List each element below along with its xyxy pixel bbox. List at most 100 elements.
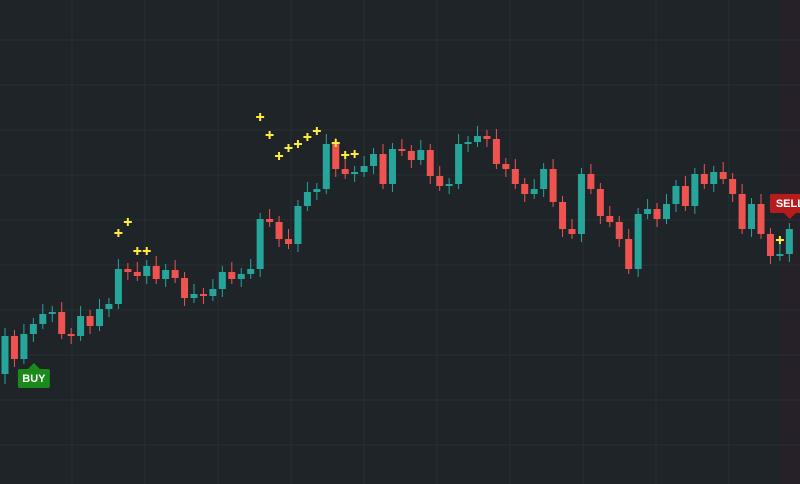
candle-body [294, 206, 302, 244]
candle-body [96, 309, 103, 326]
candle-body [124, 269, 132, 272]
signal-box [769, 194, 800, 213]
candle-body [48, 312, 56, 314]
signal-marker [303, 133, 312, 141]
candle-body [247, 269, 255, 274]
candle-body [86, 316, 94, 326]
candle-body [625, 239, 633, 269]
signal-marker [341, 151, 350, 159]
candle-body [521, 184, 529, 194]
candle-body [152, 266, 160, 279]
signal-marker [293, 140, 302, 148]
candle-body [596, 189, 604, 216]
candle-body [114, 269, 122, 304]
candle-body [710, 172, 718, 184]
candle-body [634, 214, 642, 269]
candle-body [681, 186, 689, 206]
candle-body [417, 150, 425, 160]
candle-body [445, 184, 453, 186]
candle-body [474, 136, 481, 142]
candle-body [691, 174, 699, 206]
candle-body [67, 334, 75, 336]
signal-label: BUY [22, 373, 46, 385]
candle-body [20, 334, 28, 359]
candle-body [719, 172, 727, 179]
candle-body [577, 174, 585, 234]
candle-body [237, 274, 245, 279]
candle-body [530, 189, 538, 194]
candle-body [663, 204, 670, 219]
candle-body [426, 150, 434, 176]
candle-body [587, 174, 595, 189]
candle-body [748, 204, 756, 229]
candle-body [653, 209, 661, 219]
candle-body [757, 204, 765, 234]
candle-body [455, 144, 463, 184]
signal-marker [123, 218, 132, 226]
candle-body [218, 272, 226, 289]
candle-body [407, 151, 415, 160]
signal-marker [275, 152, 284, 160]
signal-marker [114, 229, 123, 237]
candle-body [39, 314, 47, 324]
candle-body [275, 222, 283, 239]
signal-arrow [783, 213, 796, 219]
signal-label: SELL [776, 198, 800, 210]
candle-body [77, 316, 85, 336]
candle-body [549, 169, 557, 202]
signal-marker [775, 236, 784, 244]
candle-body [483, 136, 491, 139]
candle-body [568, 229, 576, 234]
candle-body [209, 289, 217, 296]
candle-body [313, 189, 321, 192]
candle-body [29, 324, 37, 334]
candle-body [133, 272, 141, 276]
candle-body [606, 216, 614, 222]
candle-body [332, 144, 340, 169]
candle-body [615, 222, 623, 239]
candle-body [700, 174, 708, 184]
signal-marker [284, 144, 293, 152]
candle-body [436, 176, 444, 186]
candle-body [1, 336, 9, 374]
candle-body [511, 169, 519, 184]
candle-body [285, 239, 292, 244]
signal-marker [331, 139, 340, 147]
candle-body [162, 270, 170, 279]
candle-body [388, 149, 396, 184]
signal-marker [350, 150, 359, 158]
candle-body [464, 142, 472, 144]
signal-box [17, 369, 50, 388]
candle-body [351, 172, 359, 174]
candle-body [171, 270, 179, 278]
candle-body [190, 294, 198, 298]
candle-body [492, 139, 500, 164]
candle-body [181, 278, 189, 298]
candle-body [379, 154, 387, 184]
signal-marker [265, 131, 274, 139]
candle-body [370, 154, 378, 166]
candle-body [10, 336, 18, 359]
candle-body [672, 186, 680, 204]
candle-body [360, 166, 368, 172]
candle-body [228, 272, 236, 279]
signal-arrow [27, 363, 40, 369]
candle-body [729, 179, 737, 194]
signal-marker [312, 127, 321, 135]
candle-body [256, 219, 264, 269]
candle-body [738, 194, 746, 229]
signal-marker [142, 247, 151, 255]
candle-body [105, 304, 113, 309]
candle-body [303, 192, 311, 206]
candle-body [322, 144, 330, 189]
candle-body [502, 164, 510, 169]
candle-body [766, 234, 774, 256]
signal-marker [256, 113, 265, 121]
candle-body [776, 254, 784, 256]
candle-body [143, 266, 151, 276]
candle-body [58, 312, 66, 334]
